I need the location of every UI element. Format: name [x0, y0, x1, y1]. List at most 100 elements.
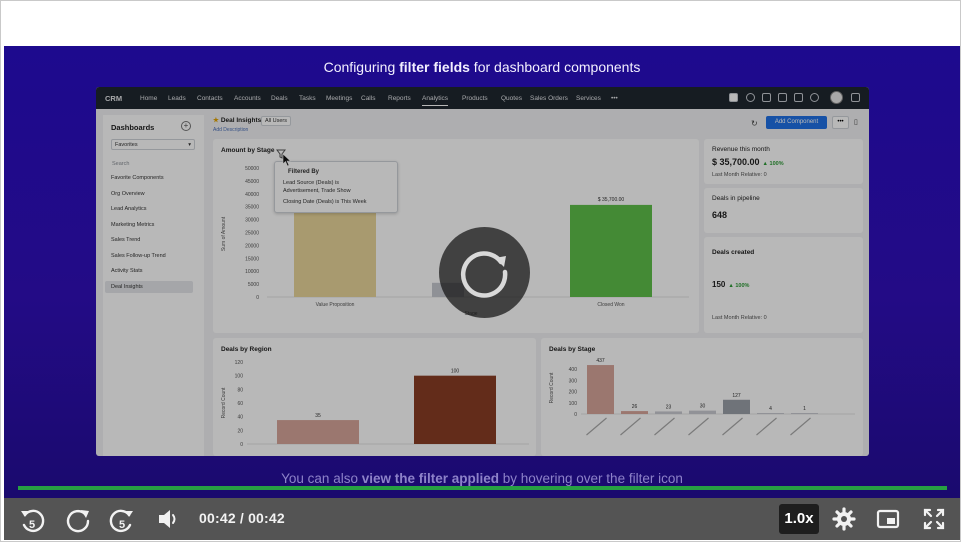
y-tick-label: 25000 [245, 231, 259, 237]
nav-item-contacts: Contacts [197, 95, 223, 102]
dashboards-sidebar: Dashboards + Favorites ▾ Search Favorite … [103, 115, 204, 456]
cursor-icon [282, 153, 292, 167]
bar-value-label: $ 35,700.00 [598, 197, 625, 203]
revenue-kpi-sub: Last Month Relative: 0 [712, 172, 767, 178]
replay-button[interactable] [439, 227, 530, 318]
x-tick-label: Value Proposition [316, 302, 355, 308]
bar-value-label: 35 [315, 413, 321, 419]
volume-icon [159, 510, 176, 528]
settings-button[interactable] [831, 506, 857, 532]
bell-icon [762, 93, 771, 102]
refresh-icon: ↻ [751, 119, 758, 128]
y-axis-label: Record Count [549, 372, 555, 403]
bar-value-label: 437 [596, 358, 605, 364]
dashboard-title: ★ Deal Insights [213, 117, 262, 124]
fullscreen-icon [923, 508, 945, 530]
sidebar-item: Lead Analytics [111, 206, 147, 212]
nav-item-meetings: Meetings [326, 95, 353, 102]
search-icon [746, 93, 755, 102]
y-tick-label: 45000 [245, 179, 259, 185]
plus-icon [729, 93, 738, 102]
y-tick-label: 0 [574, 412, 577, 418]
forward-5-icon: 5 [109, 509, 133, 533]
restart-button[interactable] [64, 506, 92, 533]
y-tick-label: 20000 [245, 243, 259, 249]
avatar [830, 91, 843, 104]
x-tick-label [586, 417, 607, 436]
replay-icon [460, 251, 508, 298]
apps-grid-icon [851, 93, 860, 102]
y-tick-label: 5000 [248, 282, 259, 288]
pipeline-kpi-value: 648 [712, 210, 728, 220]
y-tick-label: 35000 [245, 205, 259, 211]
add-component-button: Add Component [766, 116, 827, 129]
nav-item-services: Services [576, 95, 601, 102]
filter-icon [276, 149, 286, 159]
video-stage[interactable]: Configuring filter fields for dashboard … [4, 46, 960, 498]
progress-bar[interactable] [18, 486, 947, 490]
restart-icon [66, 509, 90, 533]
caption-top: Configuring filter fields for dashboard … [323, 59, 641, 75]
y-tick-label: 0 [256, 295, 259, 301]
picture-in-picture-button[interactable] [875, 506, 901, 532]
view-selector: All Users [261, 116, 292, 126]
forward-seconds: 5 [119, 519, 125, 531]
bar-value-label: 1 [803, 406, 806, 412]
y-tick-label: 40 [237, 415, 243, 421]
deals-by-stage-title: Deals by Stage [549, 346, 596, 353]
x-tick-label [620, 417, 641, 436]
deals-created-sub: Last Month Relative: 0 [712, 315, 767, 321]
sidebar-item: Sales Trend [111, 237, 141, 243]
amount-by-stage-title: Amount by Stage [221, 147, 275, 154]
nav-item-deals: Deals [271, 95, 288, 102]
y-tick-label: 200 [569, 390, 578, 396]
document-icon: ▯ [854, 119, 858, 126]
nav-item--: ••• [611, 95, 618, 102]
y-tick-label: 400 [569, 367, 578, 373]
playback-speed-button[interactable]: 1.0x [779, 504, 819, 534]
bar-value-label: 26 [632, 404, 638, 410]
nav-item-home: Home [140, 95, 158, 102]
nav-item-calls: Calls [361, 95, 376, 102]
nav-item-quotes: Quotes [501, 95, 522, 102]
rewind-button[interactable]: 5 [18, 506, 46, 533]
sidebar-search: Search [112, 161, 130, 167]
x-tick-label: Closed Won [597, 302, 624, 308]
sidebar-item: Sales Follow-up Trend [111, 252, 166, 259]
y-tick-label: 100 [569, 401, 578, 407]
x-tick-label [688, 417, 709, 436]
bar [689, 410, 716, 414]
y-tick-label: 80 [237, 387, 243, 393]
calendar-icon [778, 93, 787, 102]
crm-screenshot: CRM Home Leads Contacts Accounts Deals Tasks M… [96, 87, 869, 456]
bar-value-label: 23 [666, 404, 672, 410]
pipeline-kpi-title: Deals in pipeline [712, 195, 760, 202]
revenue-kpi-value: $ 35,700.00 ▲ 100% [712, 157, 784, 167]
sidebar-item: Deal Insights [105, 280, 193, 293]
x-tick-label [790, 417, 811, 436]
add-description-link: Add Description [213, 127, 249, 133]
bar [723, 399, 750, 414]
pipeline-kpi-card: Deals in pipeline 648 [704, 188, 863, 233]
bar [757, 413, 784, 414]
volume-button[interactable] [156, 506, 182, 532]
chat-icon [794, 93, 803, 102]
time-display: 00:42 / 00:42 [199, 510, 285, 526]
fullscreen-button[interactable] [921, 506, 947, 532]
nav-item-leads: Leads [168, 95, 186, 102]
nav-item-tasks: Tasks [299, 95, 316, 102]
y-tick-label: 20 [237, 428, 243, 434]
bar-value-label: 127 [732, 393, 741, 399]
forward-button[interactable]: 5 [108, 506, 136, 533]
bar-value-label: 100 [451, 369, 460, 375]
y-axis-label: Sum of Amount [221, 216, 227, 251]
deals-created-card: Deals created 150 ▲ 100% Last Month Relat… [704, 237, 863, 333]
deals-by-region-chart: 120 100 80 60 40 20 0 Record Count 35 100 [221, 360, 529, 448]
sidebar-item: Marketing Metrics [111, 221, 155, 228]
revenue-kpi-title: Revenue this month [712, 146, 770, 153]
x-tick-label [756, 417, 777, 436]
caption-bottom: You can also view the filter applied by … [281, 471, 683, 486]
bar [621, 411, 648, 414]
y-tick-label: 0 [240, 442, 243, 448]
y-tick-label: 60 [237, 401, 243, 407]
